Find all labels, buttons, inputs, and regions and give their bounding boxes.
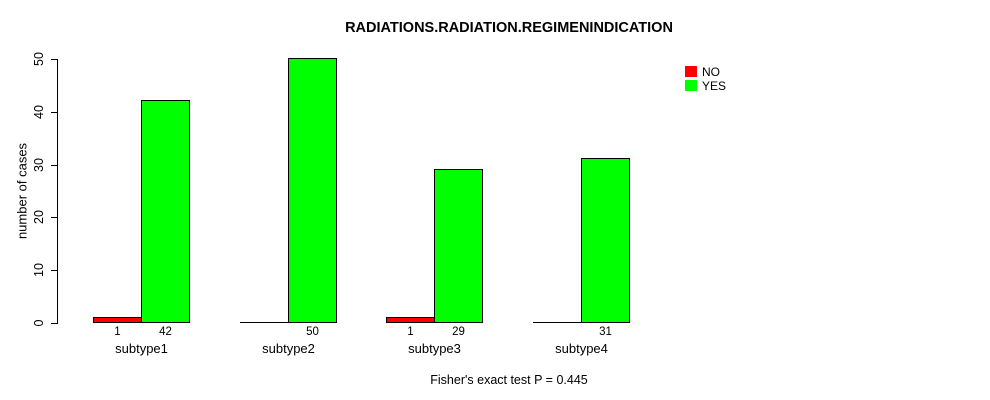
chart-title: RADIATIONS.RADIATION.REGIMENINDICATION — [345, 20, 673, 36]
bar-value-label: 29 — [452, 326, 465, 338]
y-axis-line — [57, 59, 58, 324]
y-axis-tick-label: 20 — [32, 210, 46, 225]
category-label-subtype3: subtype3 — [408, 341, 461, 356]
bar-value-label: 1 — [407, 326, 414, 338]
bar-value-label: 50 — [306, 326, 319, 338]
y-axis-tick — [51, 217, 58, 219]
y-axis-tick — [51, 164, 58, 166]
legend-label-yes: YES — [702, 78, 727, 93]
legend-label-no: NO — [702, 64, 720, 79]
bar-yes-subtype2 — [288, 58, 337, 323]
y-axis-tick — [51, 270, 58, 272]
bar-value-label: 42 — [159, 326, 172, 338]
annotation-text: Fisher's exact test P = 0.445 — [430, 373, 588, 387]
y-axis-tick — [51, 59, 58, 60]
category-label-subtype4: subtype4 — [555, 341, 608, 356]
bar-no-subtype1 — [93, 317, 142, 323]
bar-yes-subtype3 — [434, 169, 483, 323]
legend-swatch-yes-icon — [685, 80, 697, 91]
category-label-subtype1: subtype1 — [115, 341, 168, 356]
bar-yes-subtype4 — [581, 158, 630, 323]
legend-item-yes: YES — [685, 78, 727, 93]
y-axis-tick-label: 0 — [32, 319, 46, 327]
y-axis-tick — [51, 323, 58, 324]
y-axis-tick-label: 40 — [32, 104, 46, 119]
bar-no-subtype3 — [386, 317, 435, 323]
y-axis-tick-label: 30 — [32, 157, 46, 172]
y-axis-tick — [51, 111, 58, 113]
legend-item-no: NO — [685, 64, 726, 79]
bar-value-label: 31 — [599, 326, 612, 338]
y-axis-label: number of cases — [14, 142, 30, 240]
legend-swatch-no-icon — [685, 66, 697, 77]
category-label-subtype2: subtype2 — [262, 341, 315, 356]
bar-value-label: 1 — [114, 326, 121, 338]
y-axis-tick-label: 50 — [32, 52, 46, 66]
y-axis-tick-label: 10 — [32, 263, 46, 278]
bar-yes-subtype1 — [141, 100, 190, 323]
legend: NO YES — [685, 65, 726, 93]
